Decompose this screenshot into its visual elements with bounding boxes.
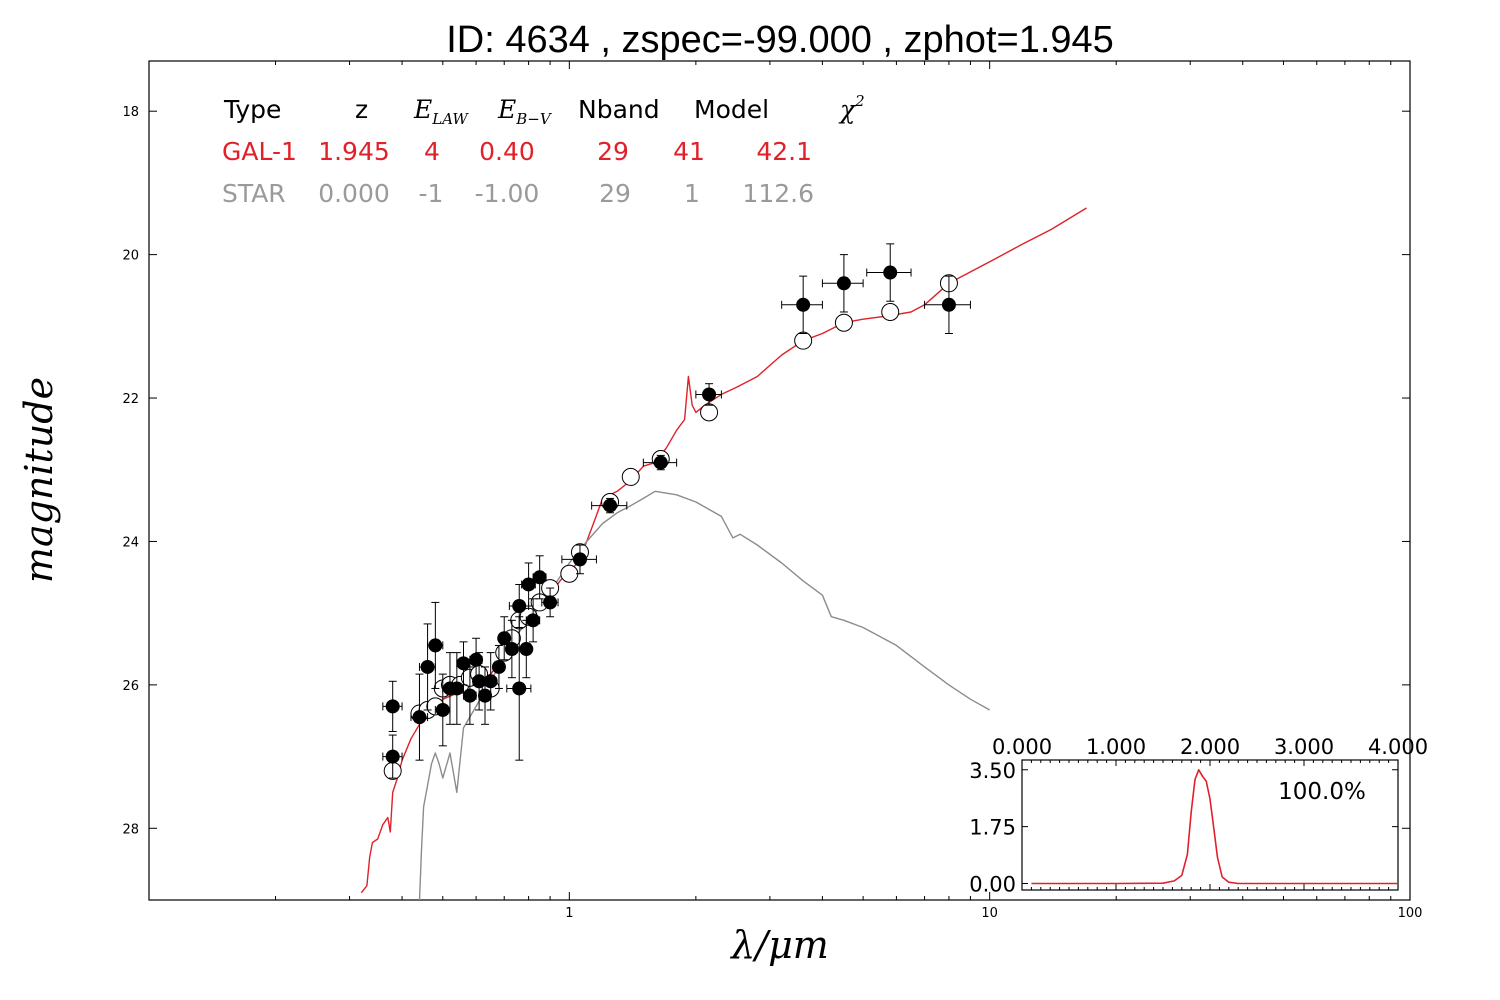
observed-magnitude-point — [519, 642, 534, 657]
observed-magnitude-point — [796, 297, 811, 312]
inset-y-tick-label: 1.75 — [969, 816, 1016, 840]
y-tick-label: 24 — [122, 535, 139, 550]
row-nband: 29 — [599, 179, 631, 208]
star-template-line — [418, 490, 991, 901]
row-ebv: 0.40 — [479, 137, 535, 166]
x-tick-label: 10 — [981, 906, 998, 921]
main-axis-ticks: 1 10 100 18 20 22 24 26 28 — [122, 61, 1422, 921]
header-z: z — [355, 95, 368, 124]
observed-magnitude-point — [512, 598, 527, 613]
observed-magnitude-point — [836, 276, 851, 291]
inset-x-tick-label: 3.000 — [1274, 735, 1334, 759]
observed-magnitude-point — [504, 642, 519, 657]
inset-x-tick-label: 0.000 — [992, 735, 1052, 759]
y-tick-label: 20 — [122, 249, 139, 264]
table-row-galaxy: GAL-1 1.945 4 0.40 29 41 42.1 — [222, 137, 812, 166]
header-type: Type — [223, 95, 281, 124]
header-model: Model — [694, 95, 769, 124]
row-chi2: 42.1 — [756, 137, 812, 166]
observed-magnitude-point — [532, 570, 547, 585]
inset-x-tick-label: 4.000 — [1368, 735, 1428, 759]
observed-magnitude-point — [462, 688, 477, 703]
y-tick-label: 18 — [122, 105, 139, 120]
observed-magnitude-point — [412, 710, 427, 725]
header-elaw: ELAW — [413, 95, 469, 128]
observed-magnitude-point — [512, 681, 527, 696]
row-elaw: -1 — [419, 179, 444, 208]
observed-magnitude-point — [543, 595, 558, 610]
row-model: 1 — [684, 179, 700, 208]
main-data-points — [382, 243, 971, 780]
observed-magnitude-point — [497, 631, 512, 646]
inset-x-tick-label: 1.000 — [1086, 735, 1146, 759]
row-elaw: 4 — [424, 137, 440, 166]
y-tick-label: 26 — [122, 679, 139, 694]
observed-magnitude-point — [420, 659, 435, 674]
inset-x-tick-label: 2.000 — [1180, 735, 1240, 759]
observed-magnitude-point — [477, 688, 492, 703]
observed-magnitude-point — [572, 552, 587, 567]
x-axis-label: λ/μm — [729, 923, 829, 967]
inset-y-tick-label: 3.50 — [969, 759, 1016, 783]
inset-axis-ticks: 0.000 1.000 2.000 3.000 4.000 0.00 1.75 3.50 — [969, 735, 1428, 897]
y-tick-label: 28 — [122, 822, 139, 837]
observed-magnitude-point — [883, 265, 898, 280]
observed-magnitude-point — [702, 387, 717, 402]
row-chi2: 112.6 — [742, 179, 814, 208]
observed-magnitude-point — [941, 297, 956, 312]
inset-pdf-curve — [1031, 769, 1398, 885]
model-magnitude-point — [794, 331, 813, 350]
observed-magnitude-point — [491, 659, 506, 674]
model-magnitude-point — [621, 467, 640, 486]
observed-magnitude-point — [521, 577, 536, 592]
pdf-curve-line — [1031, 769, 1398, 885]
y-axis-label: magnitude — [17, 377, 61, 583]
observed-magnitude-point — [653, 455, 668, 470]
row-ebv: -1.00 — [475, 179, 540, 208]
observed-magnitude-point — [428, 638, 443, 653]
observed-magnitude-point — [603, 498, 618, 513]
inset-frame — [1021, 759, 1399, 891]
observed-magnitude-point — [449, 681, 464, 696]
row-z: 1.945 — [318, 137, 390, 166]
y-tick-label: 22 — [122, 392, 139, 407]
observed-magnitude-point — [456, 656, 471, 671]
chart-title: ID: 4634 , zspec=-99.000 , zphot=1.945 — [446, 19, 1114, 61]
row-z: 0.000 — [318, 179, 390, 208]
observed-magnitude-point — [385, 699, 400, 714]
model-magnitude-point — [881, 302, 900, 321]
row-type: GAL-1 — [222, 137, 297, 166]
observed-magnitude-point — [483, 674, 498, 689]
observed-magnitude-point — [385, 749, 400, 764]
table-row-star: STAR 0.000 -1 -1.00 29 1 112.6 — [222, 179, 814, 208]
main-plot-frame — [148, 60, 1411, 901]
main-series-lines — [360, 207, 1087, 901]
observed-magnitude-point — [469, 652, 484, 667]
observed-magnitude-point — [435, 702, 450, 717]
model-magnitude-point — [700, 403, 719, 422]
x-tick-label: 1 — [565, 906, 573, 921]
redshift-pdf-inset: 0.000 1.000 2.000 3.000 4.000 0.00 1.75 3.50 10… — [969, 735, 1428, 897]
model-magnitude-point — [834, 313, 853, 332]
row-type: STAR — [222, 179, 286, 208]
header-ebv: EB−V — [497, 95, 553, 128]
fit-results-table: Type z ELAW EB−V Nband Model χ2 GAL-1 1.… — [222, 92, 865, 208]
inset-probability-label: 100.0% — [1278, 779, 1366, 805]
model-magnitude-point — [560, 564, 579, 583]
x-tick-label: 100 — [1398, 906, 1423, 921]
header-chi2: χ2 — [838, 92, 865, 124]
inset-y-tick-label: 0.00 — [969, 873, 1016, 897]
row-model: 41 — [673, 137, 705, 166]
galaxy-template-line — [360, 207, 1087, 894]
observed-magnitude-point — [472, 674, 487, 689]
observed-magnitude-point — [526, 613, 541, 628]
header-nband: Nband — [578, 95, 660, 124]
row-nband: 29 — [597, 137, 629, 166]
